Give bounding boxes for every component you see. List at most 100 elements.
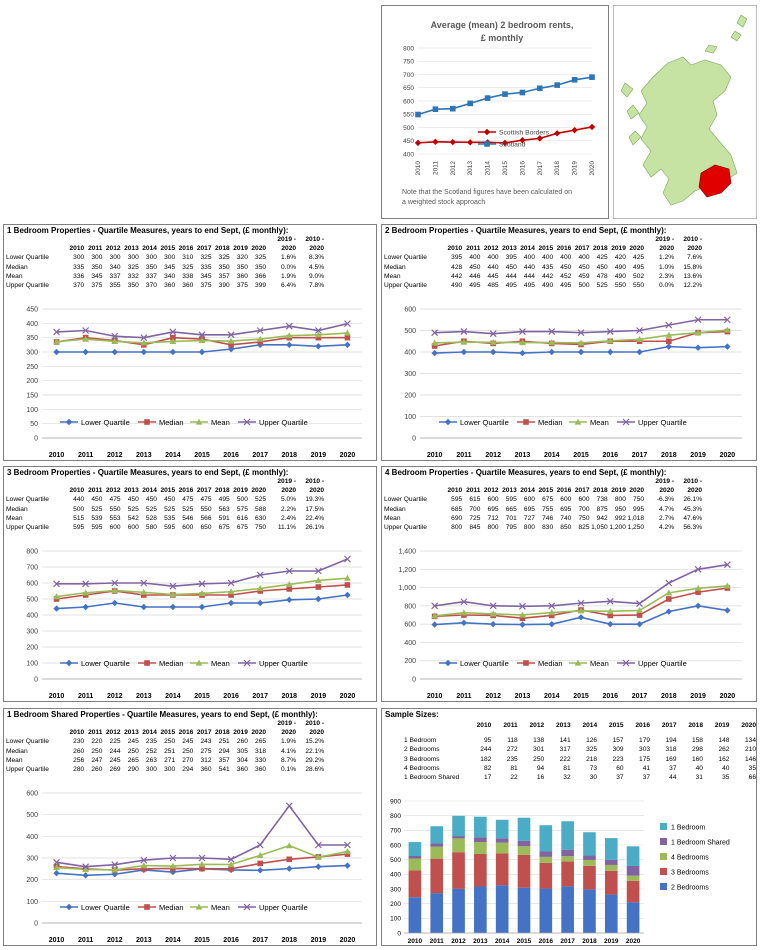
x-tick-label: 2014 xyxy=(544,693,560,700)
data-point xyxy=(414,139,422,147)
y-tick-label: 700 xyxy=(26,565,38,572)
x-tick-label: 2012 xyxy=(107,452,123,459)
x-tick-label: 2013 xyxy=(515,693,531,700)
year-header: 2011 xyxy=(466,487,481,495)
x-tick-label: 2015 xyxy=(194,452,210,459)
cell-value: 490 xyxy=(614,263,626,271)
data-point xyxy=(636,327,643,334)
x-tick-label: 2020 xyxy=(626,938,641,945)
cell-value: 525 xyxy=(255,496,267,504)
data-point xyxy=(460,609,468,616)
row-label: Mean xyxy=(6,514,23,522)
x-tick-label: 2019 xyxy=(572,161,579,176)
change-value: 0.1% xyxy=(281,766,297,774)
cell-value: 442 xyxy=(451,272,463,280)
cell-value: 600 xyxy=(578,496,590,504)
data-point xyxy=(256,867,264,874)
data-point xyxy=(344,591,351,599)
header-spacer xyxy=(499,477,517,486)
data-point xyxy=(484,95,491,101)
cell-value: 495 xyxy=(218,496,230,504)
data-point xyxy=(256,599,264,607)
data-point xyxy=(53,328,60,336)
year-header: 2018 xyxy=(215,487,230,495)
change-header-a: 2019 - xyxy=(277,720,297,728)
cell-value: 600 xyxy=(109,524,121,532)
table-row: 3 Bedrooms 182 235 250 222 218 223 175 169 160 162… xyxy=(404,755,756,764)
legend-label: 1 Bedroom xyxy=(671,825,705,832)
bar-segment xyxy=(626,875,640,881)
data-point xyxy=(431,343,438,349)
data-point xyxy=(636,348,643,356)
data-point xyxy=(724,607,731,614)
y-tick-label: 300 xyxy=(390,886,401,893)
x-tick-label: 2015 xyxy=(517,938,532,945)
x-tick-label: 2020 xyxy=(720,693,736,700)
data-point xyxy=(82,872,89,879)
cell-value: 400 xyxy=(578,254,590,262)
cell-value: 580 xyxy=(145,524,157,532)
cell-value: 595 xyxy=(91,524,103,532)
data-point xyxy=(636,612,643,618)
cell-value: 81 xyxy=(510,764,518,772)
header-spacer xyxy=(212,477,230,486)
data-point xyxy=(606,337,614,344)
cell-value: 340 xyxy=(109,263,121,271)
cell-value: 566 xyxy=(200,514,212,522)
scotland-map-image xyxy=(612,4,758,220)
x-tick-label: 2019 xyxy=(311,937,327,944)
x-tick-label: 2012 xyxy=(485,693,501,700)
data-point xyxy=(257,339,263,345)
cell-value: 337 xyxy=(109,272,121,280)
cell-value: 94 xyxy=(536,764,545,772)
y-tick-label: 50 xyxy=(30,421,38,428)
header-spacer xyxy=(139,235,157,244)
legend-marker xyxy=(243,903,251,911)
cell-value: 390 xyxy=(218,282,230,290)
data-point xyxy=(256,335,264,342)
bar-segment xyxy=(452,888,465,933)
table-row: Mean 336 345 337 332 337 340 338 345 357 360 366 1.9… xyxy=(6,272,324,281)
y-tick-label: 100 xyxy=(26,899,38,906)
data-point xyxy=(519,89,526,96)
x-tick-label: 2010 xyxy=(427,452,443,459)
legend-label: Lower Quartile xyxy=(81,418,130,427)
data-point xyxy=(314,853,322,860)
data-point xyxy=(227,855,235,863)
cell-value: 95 xyxy=(483,737,492,745)
data-point xyxy=(723,316,731,324)
data-point xyxy=(286,865,293,872)
cell-value: 243 xyxy=(200,738,212,746)
cell-value: 575 xyxy=(236,505,248,513)
header-spacer xyxy=(626,235,644,244)
cell-value: 338 xyxy=(182,272,194,280)
cell-value: 535 xyxy=(164,514,176,522)
year-header: 2019 xyxy=(233,487,248,495)
cell-value: 942 xyxy=(596,514,608,522)
header-spacer xyxy=(139,719,157,728)
cell-value: 134 xyxy=(744,737,756,745)
cell-value: 400 xyxy=(523,254,535,262)
legend-label: 2 Bedrooms xyxy=(671,885,709,892)
data-point xyxy=(315,595,322,603)
bar-segment xyxy=(561,856,574,862)
y-tick-label: 500 xyxy=(26,597,38,604)
cell-value: 280 xyxy=(73,766,85,774)
data-point xyxy=(665,589,673,596)
year-header: 2017 xyxy=(196,245,212,253)
cell-value: 425 xyxy=(596,254,608,262)
y-tick-label: 500 xyxy=(26,812,38,819)
header-spacer xyxy=(462,235,480,244)
year-header: 2010 xyxy=(447,245,463,253)
data-point xyxy=(606,607,614,614)
row-label: Mean xyxy=(384,272,401,280)
average-rent-panel: Average (mean) 2 bedroom rents, £ monthly… xyxy=(381,5,609,219)
data-point xyxy=(198,580,206,588)
year-header: 2014 xyxy=(142,487,157,495)
cell-value: 746 xyxy=(542,514,554,522)
cell-value: 845 xyxy=(469,524,481,532)
cell-value: 825 xyxy=(578,524,590,532)
data-point xyxy=(460,328,468,335)
y-tick-label: 450 xyxy=(403,138,414,145)
cell-value: 495 xyxy=(523,282,535,290)
